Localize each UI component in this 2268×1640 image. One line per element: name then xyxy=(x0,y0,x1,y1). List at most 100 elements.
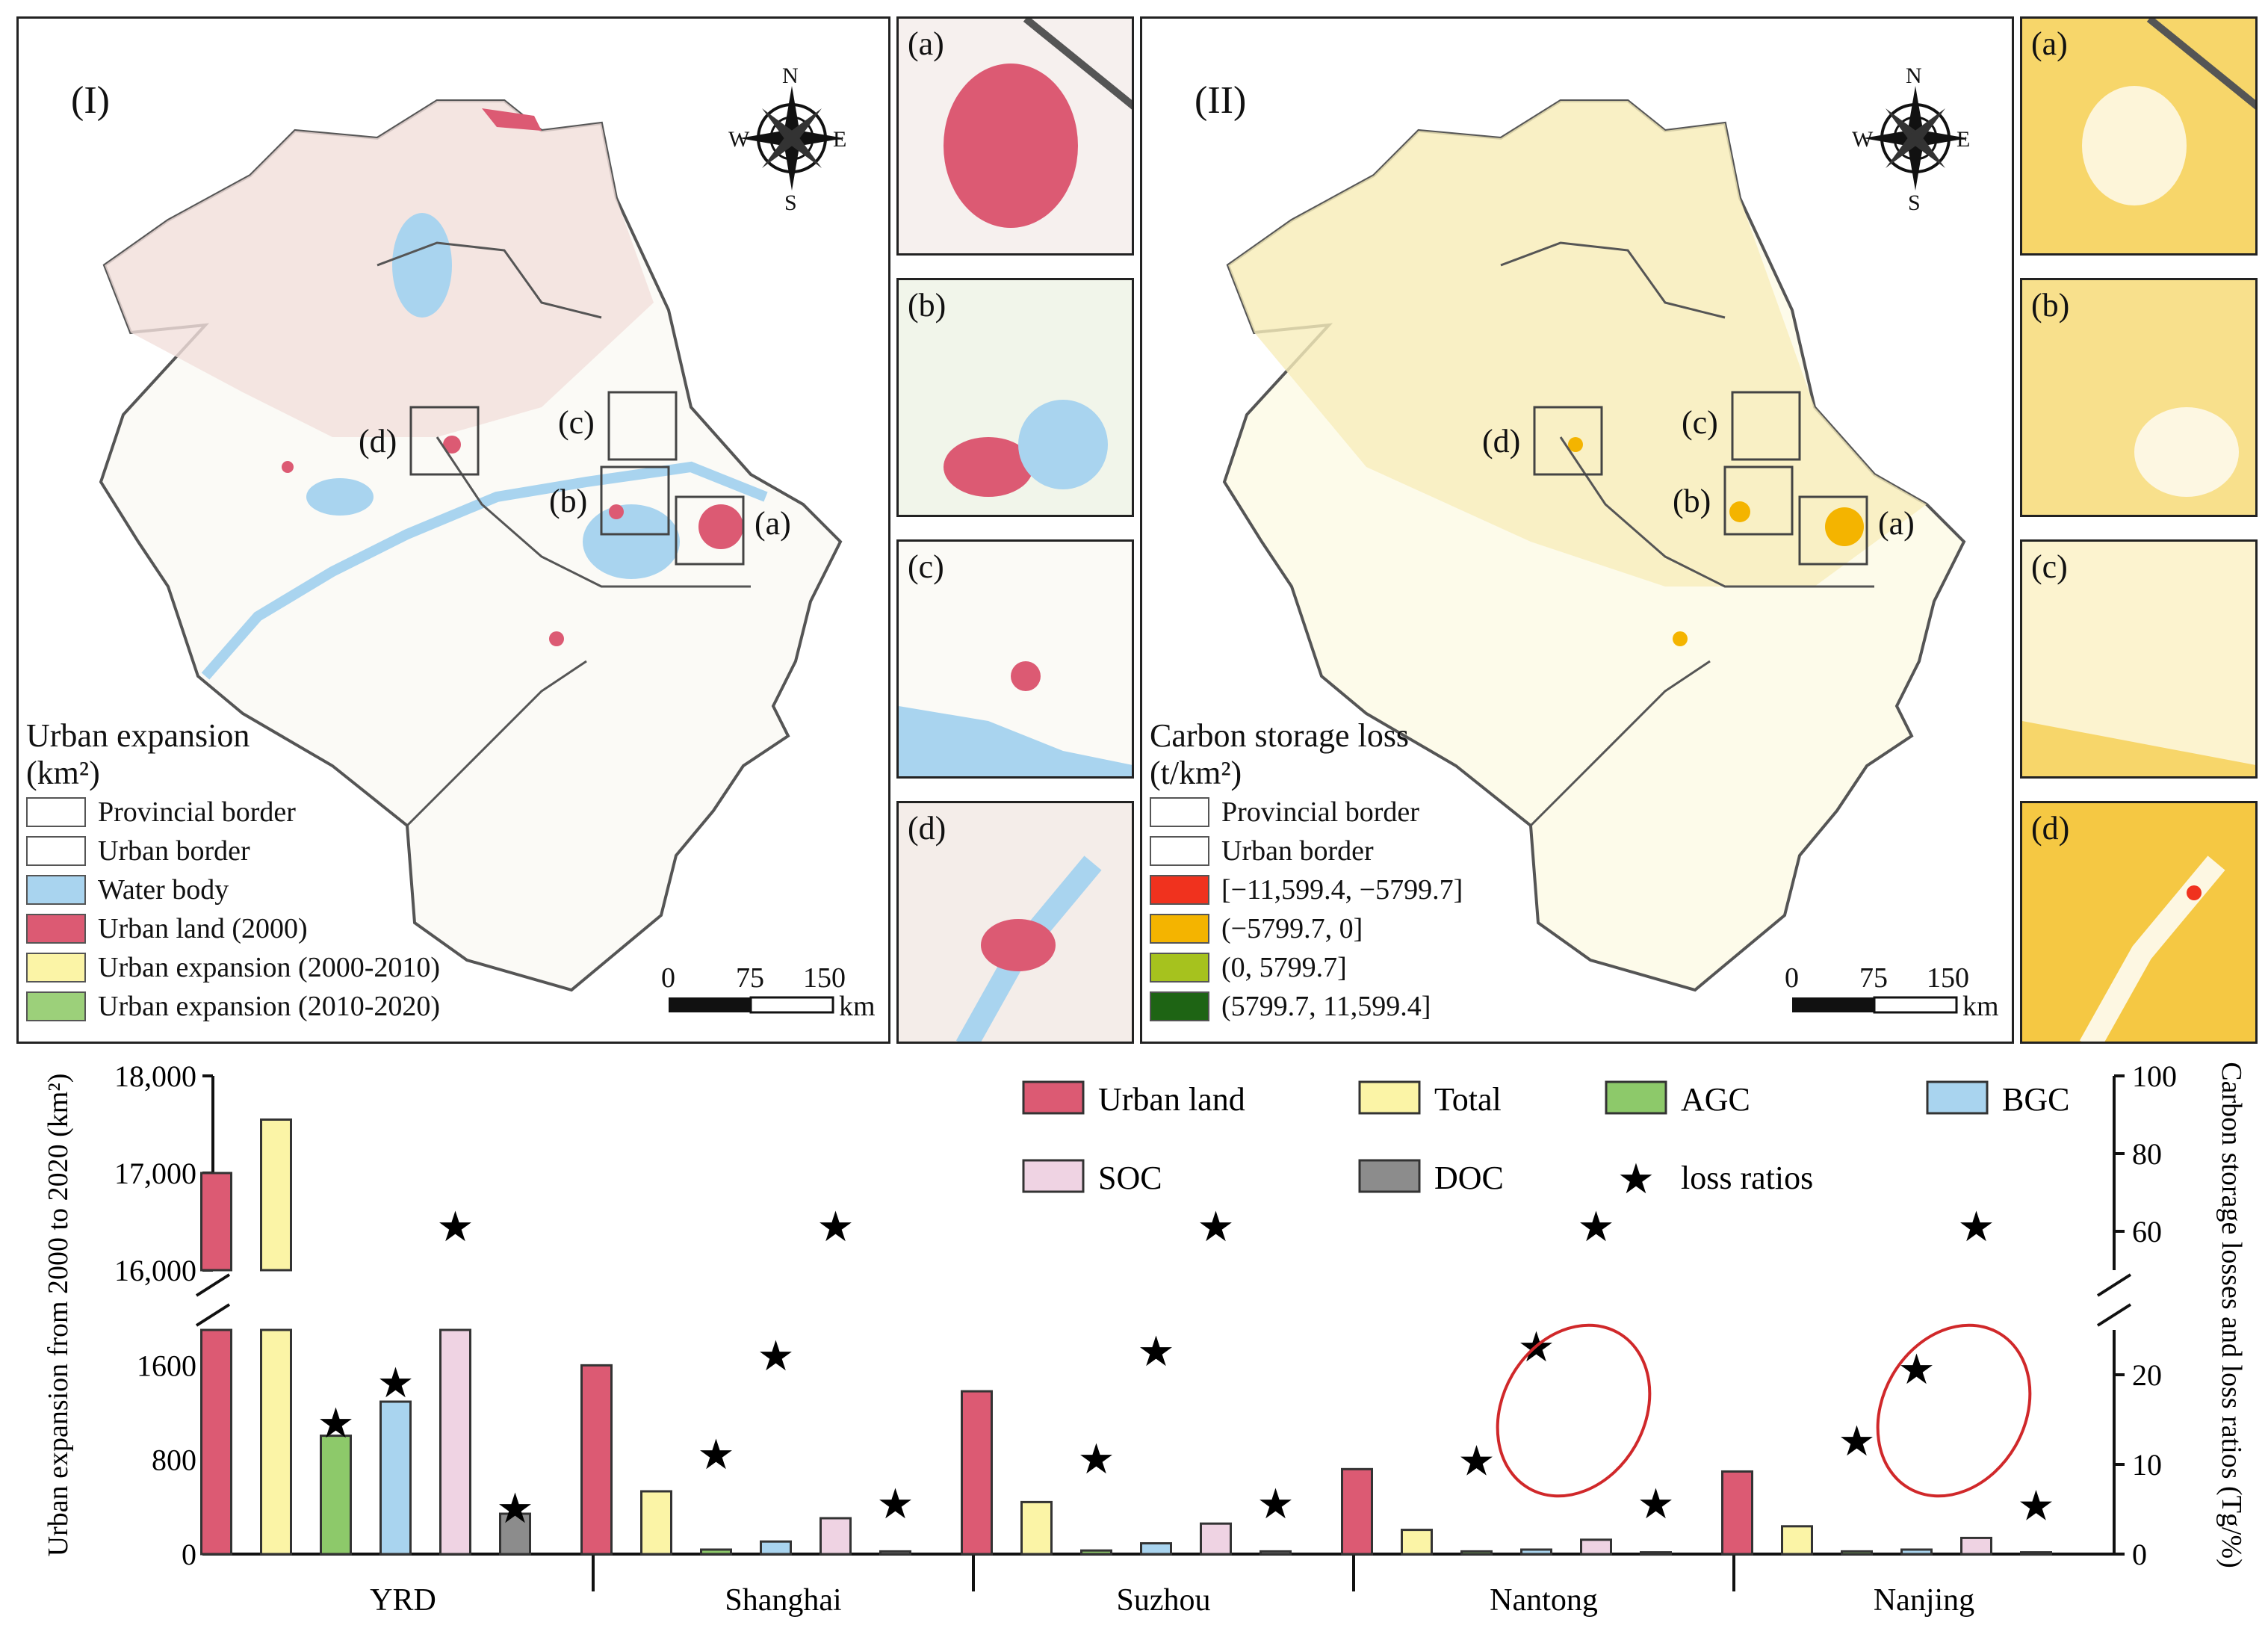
chart-legend-swatch xyxy=(1926,1080,1989,1115)
scale-unit: km xyxy=(1962,991,1999,1022)
axis-break-mark xyxy=(2096,1273,2132,1297)
chart-legend-swatch xyxy=(1022,1080,1085,1115)
legend-swatch xyxy=(1150,953,1209,983)
compass-w: W xyxy=(1852,127,1874,152)
bar-doc xyxy=(879,1550,911,1556)
inset-label: (b) xyxy=(908,287,946,324)
legend-swatch xyxy=(26,836,86,866)
bar-bgc xyxy=(379,1400,412,1556)
inset-1d: (d) xyxy=(896,801,1134,1044)
bar-agc xyxy=(1841,1550,1873,1556)
loss-ratio-star: ★ xyxy=(317,1401,354,1447)
inset-2d: (d) xyxy=(2020,801,2258,1044)
loss-hotspot xyxy=(1673,631,1688,646)
y2-axis-title: Carbon storage losses and loss ratios (T… xyxy=(2216,1062,2247,1568)
bar-total xyxy=(260,1328,292,1556)
chart-legend-swatch xyxy=(1605,1080,1667,1115)
legend-swatch xyxy=(1150,836,1209,866)
legend-title: Carbon storage loss xyxy=(1150,717,1410,754)
loss-ratio-star: ★ xyxy=(496,1486,533,1532)
bar-urban-land xyxy=(1721,1470,1753,1556)
map-urban-expansion-drawing xyxy=(99,86,844,1014)
x-category-label: Nanjing xyxy=(1874,1583,1974,1618)
x-category-label: Suzhou xyxy=(1117,1583,1211,1618)
scale-zero: 0 xyxy=(661,962,675,994)
compass-s: S xyxy=(784,191,797,215)
compass-e: E xyxy=(1956,127,1971,152)
x-category-label: YRD xyxy=(370,1583,436,1618)
panel-label: (II) xyxy=(1195,79,1247,122)
bar-bgc xyxy=(760,1540,792,1556)
study-box-a xyxy=(1798,495,1868,566)
box-label-c: (c) xyxy=(558,404,595,441)
compass-rose-icon xyxy=(1863,86,1968,191)
loss-ratio-star: ★ xyxy=(436,1204,474,1251)
provincial-border xyxy=(1500,241,1726,319)
chart-legend-swatch xyxy=(1022,1159,1085,1193)
loss-ratio-star: ★ xyxy=(2017,1483,2054,1529)
urban-hotspot xyxy=(443,436,461,454)
loss-ratio-star: ★ xyxy=(1077,1437,1115,1483)
bar-agc xyxy=(1460,1550,1493,1556)
bar-urban-land xyxy=(961,1390,993,1556)
loss-ratio-star: ★ xyxy=(1577,1204,1614,1251)
carbon-loss-texture xyxy=(1228,101,1927,587)
loss-ratio-star: ★ xyxy=(1957,1204,1995,1251)
y2-tick-label: 60 xyxy=(2132,1215,2162,1248)
bar-agc xyxy=(700,1548,732,1556)
provincial-border xyxy=(1559,436,1874,588)
scale-bar-black xyxy=(1792,997,1874,1012)
map-carbon-loss-drawing xyxy=(1222,86,1968,1014)
y2-tick-label: 0 xyxy=(2132,1538,2147,1571)
inset-label: (b) xyxy=(2031,287,2070,324)
urban-hotspot xyxy=(549,631,564,646)
legend-swatch xyxy=(26,953,86,983)
loss-ratio-star: ★ xyxy=(1897,1347,1935,1393)
inset-label: (a) xyxy=(2031,25,2068,62)
legend-label: Urban border xyxy=(98,835,250,867)
inset-label: (c) xyxy=(2031,548,2068,585)
loss-hotspot xyxy=(1568,437,1583,452)
study-box-d xyxy=(1533,406,1603,476)
box-label-b: (b) xyxy=(1673,483,1711,519)
map-panel-urban-expansion: (I) (a) (b) (c) (d) N S E W 0 75 150 km … xyxy=(16,16,890,1044)
shanghai-urban xyxy=(698,504,743,549)
loss-ratio-star: ★ xyxy=(1838,1419,1875,1465)
bar-total xyxy=(1781,1525,1813,1556)
study-box-d xyxy=(409,406,480,476)
legend-item: Urban expansion (2000-2010) xyxy=(26,951,440,984)
legend-label: Provincial border xyxy=(1221,796,1419,828)
legend-item: Water body xyxy=(26,873,229,906)
legend-label: Provincial border xyxy=(98,796,296,828)
legend-item: Urban expansion (2010-2020) xyxy=(26,990,440,1023)
inset-1b: (b) xyxy=(896,278,1134,517)
bar-doc xyxy=(499,1512,531,1556)
bar-urban-land-upper xyxy=(200,1172,232,1272)
box-label-a: (a) xyxy=(1878,505,1915,542)
legend-swatch xyxy=(1150,991,1209,1021)
inset-1c: (c) xyxy=(896,539,1134,779)
x-category-label: Nantong xyxy=(1490,1583,1598,1618)
bar-soc xyxy=(819,1517,852,1556)
chart-legend-label: Total xyxy=(1434,1081,1502,1118)
study-box-b xyxy=(1723,465,1794,536)
y-tick-label: 800 xyxy=(152,1443,196,1477)
y-tick-label: 1600 xyxy=(137,1349,196,1382)
y2-tick-label: 20 xyxy=(2132,1358,2162,1392)
inset-1a: (a) xyxy=(896,16,1134,256)
chart-legend-swatch xyxy=(1358,1080,1421,1115)
axis-break-mark xyxy=(195,1303,231,1327)
bar-soc xyxy=(1960,1536,1992,1556)
y-tick-label: 18,000 xyxy=(114,1061,196,1093)
chart-legend-label: Urban land xyxy=(1098,1081,1245,1118)
highlight-ellipse xyxy=(1876,1323,2032,1498)
study-box-b xyxy=(600,465,670,536)
y2-tick-label: 80 xyxy=(2132,1137,2162,1171)
legend-item: (−5799.7, 0] xyxy=(1150,912,1363,945)
bar-soc xyxy=(439,1328,471,1556)
legend-label: Urban expansion (2010-2020) xyxy=(98,991,441,1022)
bar-soc xyxy=(1200,1522,1232,1556)
bar-doc xyxy=(1260,1550,1292,1556)
inset-2a: (a) xyxy=(2020,16,2258,256)
scale-mid: 75 xyxy=(1859,962,1888,994)
